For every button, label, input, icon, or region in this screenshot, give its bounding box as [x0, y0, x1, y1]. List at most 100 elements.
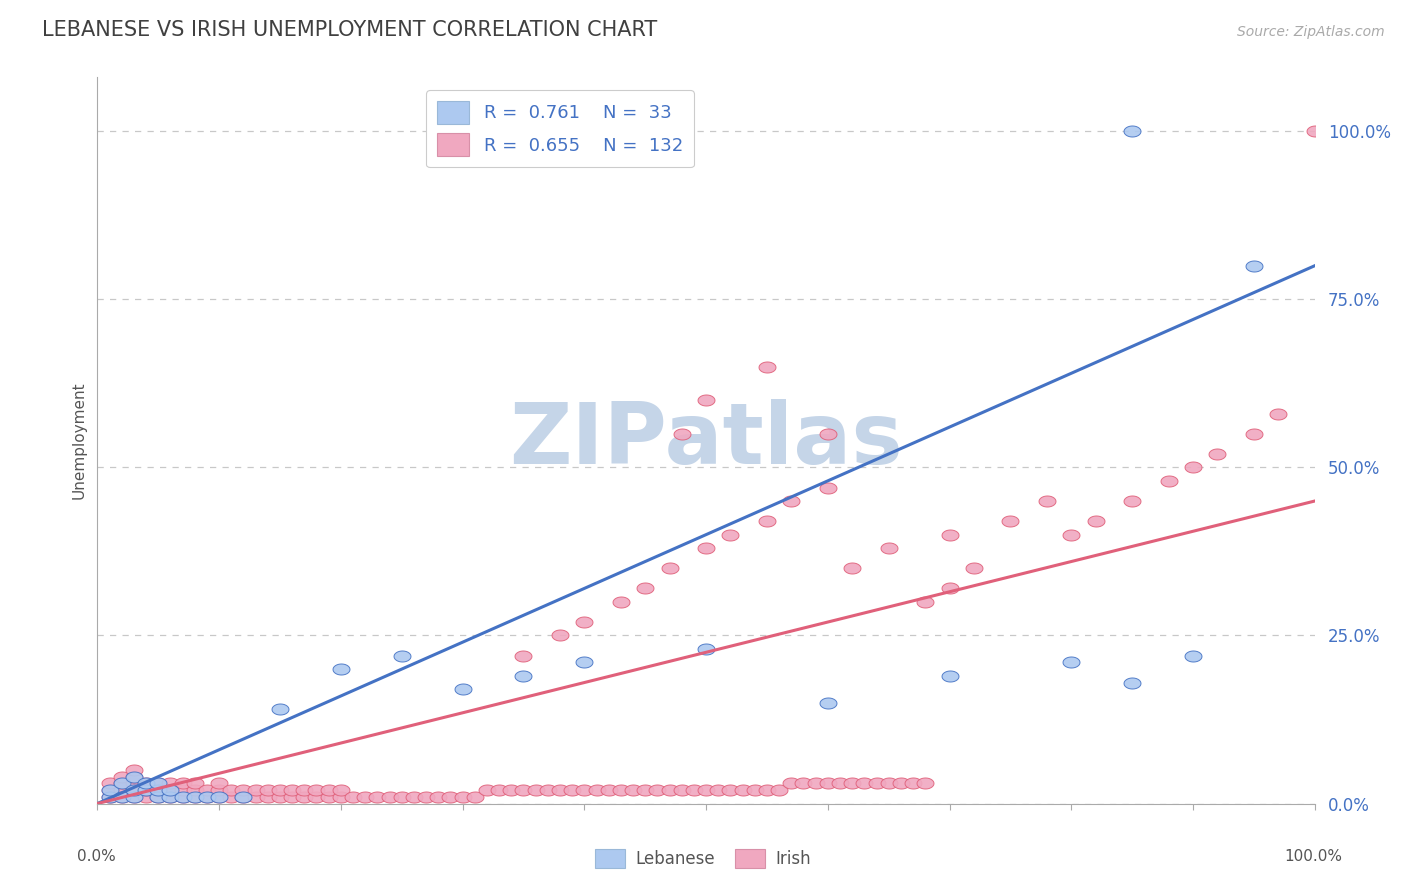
Point — [269, 783, 291, 797]
Point — [598, 783, 620, 797]
Point — [1036, 494, 1059, 508]
Point — [269, 789, 291, 804]
Point — [1060, 656, 1083, 670]
Point — [184, 776, 207, 790]
Point — [122, 789, 145, 804]
Point — [122, 789, 145, 804]
Point — [148, 783, 170, 797]
Point — [1182, 648, 1205, 663]
Point — [122, 776, 145, 790]
Point — [1121, 494, 1143, 508]
Point — [755, 359, 778, 374]
Point — [318, 783, 340, 797]
Point — [1243, 259, 1265, 273]
Point — [574, 783, 596, 797]
Legend: Lebanese, Irish: Lebanese, Irish — [589, 842, 817, 875]
Point — [658, 561, 681, 575]
Point — [512, 783, 534, 797]
Point — [1084, 514, 1107, 528]
Point — [122, 783, 145, 797]
Point — [1121, 124, 1143, 138]
Point — [111, 783, 134, 797]
Point — [634, 582, 657, 596]
Point — [135, 776, 157, 790]
Point — [98, 783, 121, 797]
Point — [877, 541, 900, 555]
Point — [208, 789, 231, 804]
Point — [1000, 514, 1022, 528]
Point — [634, 783, 657, 797]
Point — [963, 561, 986, 575]
Point — [574, 615, 596, 629]
Point — [695, 393, 717, 408]
Point — [877, 776, 900, 790]
Point — [195, 789, 218, 804]
Point — [1182, 460, 1205, 475]
Point — [111, 789, 134, 804]
Point — [817, 776, 839, 790]
Point — [439, 789, 461, 804]
Point — [720, 783, 742, 797]
Point — [172, 789, 194, 804]
Point — [938, 669, 960, 683]
Point — [98, 789, 121, 804]
Point — [574, 656, 596, 670]
Point — [148, 789, 170, 804]
Point — [305, 789, 328, 804]
Point — [111, 770, 134, 784]
Point — [804, 776, 827, 790]
Point — [768, 783, 790, 797]
Point — [159, 789, 181, 804]
Point — [1060, 527, 1083, 541]
Point — [755, 783, 778, 797]
Point — [232, 783, 254, 797]
Y-axis label: Unemployment: Unemployment — [72, 382, 86, 500]
Point — [671, 783, 693, 797]
Point — [148, 789, 170, 804]
Text: ZIPatlas: ZIPatlas — [509, 399, 903, 482]
Point — [488, 783, 510, 797]
Point — [329, 783, 352, 797]
Point — [305, 783, 328, 797]
Point — [524, 783, 547, 797]
Point — [537, 783, 560, 797]
Point — [548, 628, 571, 642]
Point — [159, 789, 181, 804]
Point — [402, 789, 425, 804]
Point — [744, 783, 766, 797]
Point — [841, 561, 863, 575]
Point — [159, 776, 181, 790]
Text: LEBANESE VS IRISH UNEMPLOYMENT CORRELATION CHART: LEBANESE VS IRISH UNEMPLOYMENT CORRELATI… — [42, 20, 658, 39]
Point — [792, 776, 814, 790]
Point — [780, 494, 803, 508]
Point — [172, 783, 194, 797]
Point — [647, 783, 669, 797]
Point — [1267, 407, 1289, 421]
Point — [148, 776, 170, 790]
Point — [159, 783, 181, 797]
Text: 0.0%: 0.0% — [77, 849, 117, 863]
Point — [901, 776, 924, 790]
Point — [610, 783, 633, 797]
Point — [548, 783, 571, 797]
Point — [720, 527, 742, 541]
Point — [111, 776, 134, 790]
Point — [695, 541, 717, 555]
Point — [256, 783, 278, 797]
Point — [501, 783, 523, 797]
Legend: R =  0.761    N =  33, R =  0.655    N =  132: R = 0.761 N = 33, R = 0.655 N = 132 — [426, 90, 695, 167]
Point — [707, 783, 730, 797]
Point — [451, 682, 474, 697]
Point — [938, 527, 960, 541]
Point — [122, 770, 145, 784]
Point — [342, 789, 364, 804]
Point — [292, 783, 315, 797]
Text: 100.0%: 100.0% — [1285, 849, 1343, 863]
Point — [512, 669, 534, 683]
Point — [391, 789, 413, 804]
Point — [828, 776, 851, 790]
Point — [865, 776, 887, 790]
Point — [219, 783, 242, 797]
Point — [172, 789, 194, 804]
Point — [780, 776, 803, 790]
